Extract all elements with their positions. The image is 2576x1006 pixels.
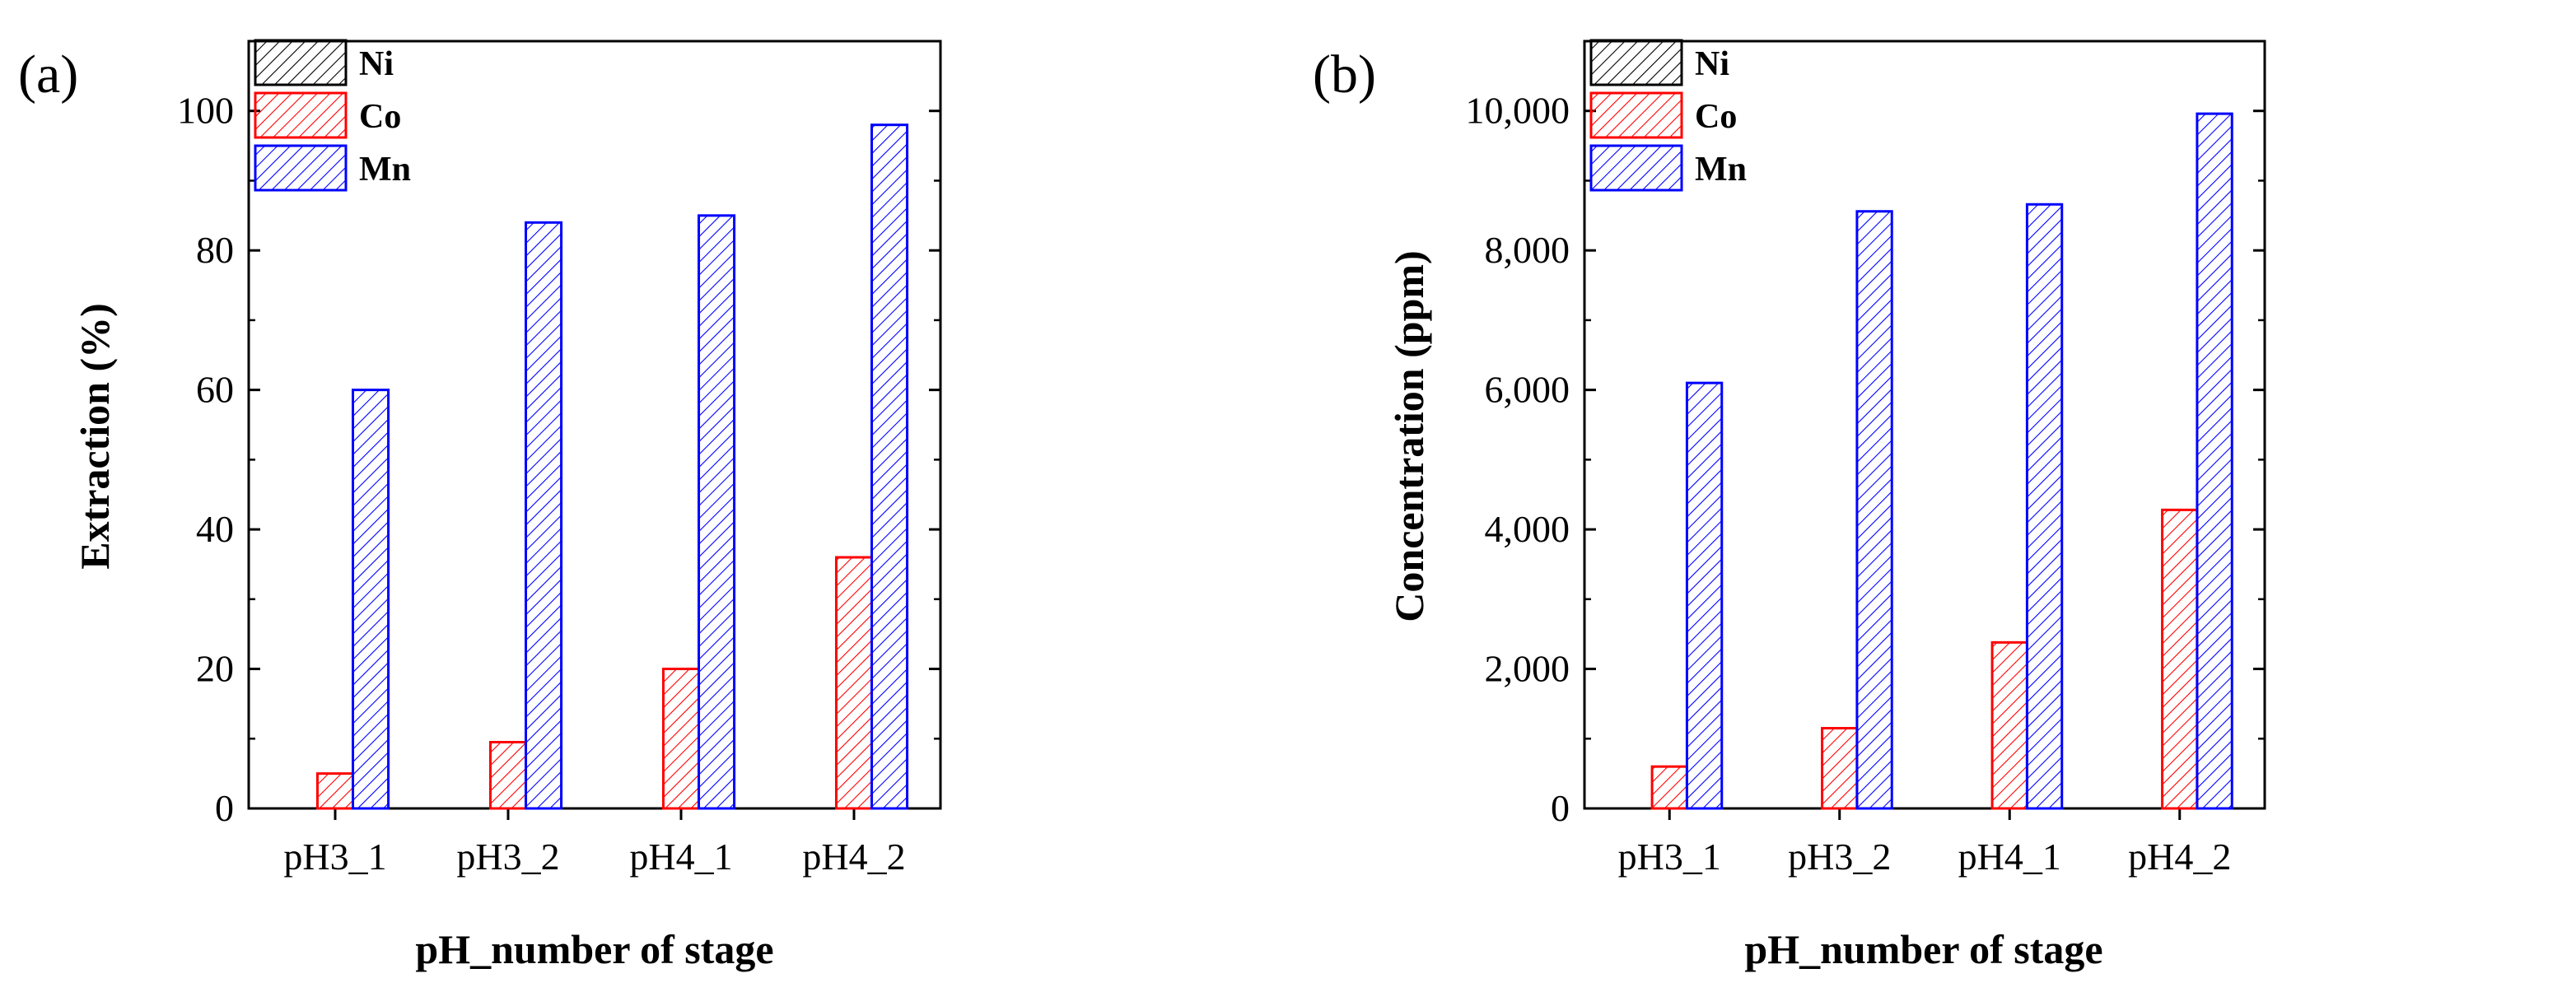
panel-label: (a) (18, 44, 78, 105)
bar-co-ph4_1 (661, 668, 701, 810)
legend-label-co: Co (1695, 98, 1737, 136)
legend-label-mn: Mn (1695, 151, 1747, 189)
legend-swatch-mn (1589, 144, 1683, 192)
x-tick-label: pH4_2 (2128, 836, 2231, 878)
y-axis-title: Extraction (%) (72, 303, 118, 570)
panel-a: (a) Extraction (%) pH_number of stage 0 2… (18, 39, 942, 972)
y-tick-label: 0 (215, 787, 234, 829)
bar-mn-ph4_2 (870, 123, 909, 810)
legend-swatch-ni (254, 39, 348, 86)
bar-co-ph3_1 (1650, 765, 1688, 810)
x-tick-label: pH3_2 (456, 836, 559, 878)
bar-mn-ph4_2 (2196, 112, 2233, 810)
x-tick-label: pH4_1 (1958, 836, 2061, 878)
bar-mn-ph4_1 (698, 214, 736, 810)
legend-swatch-co (254, 91, 348, 139)
bar-mn-ph3_2 (525, 221, 563, 810)
bar-mn-ph3_2 (1855, 210, 1893, 810)
y-tick-label: 100 (177, 90, 234, 132)
panel-label: (b) (1313, 44, 1376, 105)
x-axis-title: pH_number of stage (1744, 926, 2102, 972)
x-tick-label: pH3_2 (1788, 836, 1891, 878)
y-tick-label: 40 (196, 508, 234, 550)
bar-co-ph4_2 (834, 556, 874, 810)
y-tick-label: 0 (1551, 787, 1570, 829)
bar-co-ph4_1 (1990, 640, 2028, 810)
y-tick-label: 4,000 (1485, 508, 1570, 550)
bar-co-ph4_2 (2161, 508, 2199, 810)
y-tick-label: 80 (196, 229, 234, 271)
x-tick-label: pH4_1 (629, 836, 732, 878)
x-tick-label: pH4_2 (802, 836, 905, 878)
bar-co-ph3_2 (488, 741, 528, 810)
x-tick-label: pH3_1 (283, 836, 386, 878)
bar-co-ph3_1 (315, 772, 355, 810)
plot-area: 0 20 40 60 80 100 pH3_1 pH3_2 pH4_1 pH4_2 Ni Co Mn (177, 39, 942, 878)
legend-swatch-ni (1589, 39, 1683, 86)
legend-swatch-mn (254, 144, 348, 192)
legend-label-ni: Ni (1695, 45, 1729, 83)
legend-swatch-co (1589, 91, 1683, 139)
x-axis-title: pH_number of stage (415, 926, 773, 972)
y-tick-label: 20 (196, 648, 234, 690)
legend-label-co: Co (359, 98, 401, 136)
panel-b: (b) Concentration (ppm) pH_number of sta… (1313, 39, 2266, 972)
y-tick-label: 60 (196, 369, 234, 411)
legend-label-mn: Mn (359, 151, 411, 189)
y-tick-label: 2,000 (1485, 648, 1570, 690)
y-tick-label: 6,000 (1485, 369, 1570, 411)
bar-mn-ph4_1 (2025, 203, 2064, 810)
bar-mn-ph3_1 (1685, 381, 1724, 810)
y-tick-label: 10,000 (1466, 90, 1570, 132)
plot-area: 0 2,000 4,000 6,000 8,000 10,000 pH3_1 pH3_2 pH4… (1466, 39, 2266, 878)
y-tick-label: 8,000 (1485, 229, 1570, 271)
plot-frame (1583, 40, 2266, 810)
plot-frame (247, 40, 942, 810)
y-axis-title: Concentration (ppm) (1386, 250, 1432, 622)
legend-label-ni: Ni (359, 45, 394, 83)
bar-co-ph3_2 (1821, 727, 1859, 810)
bar-mn-ph3_1 (352, 389, 390, 810)
x-tick-label: pH3_1 (1618, 836, 1721, 878)
